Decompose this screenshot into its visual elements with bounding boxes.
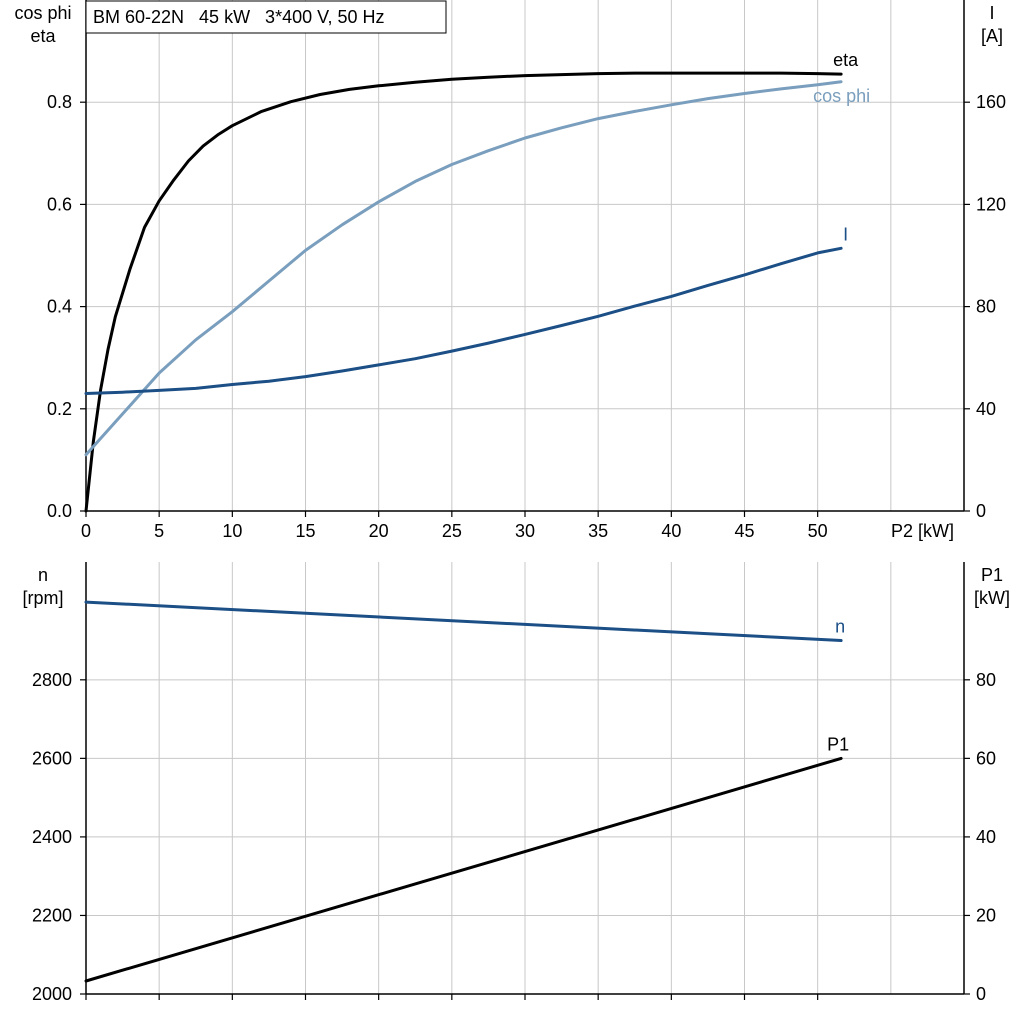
- right-axis-unit: [kW]: [974, 588, 1010, 608]
- right-axis-label: P1: [981, 565, 1003, 585]
- x-tick-label: 15: [295, 521, 315, 541]
- series-label-n: n: [835, 617, 845, 637]
- title-box: [85, 0, 447, 34]
- x-tick-label: 40: [661, 521, 681, 541]
- right-tick-label: 160: [976, 92, 1006, 112]
- left-tick-label: 2000: [32, 984, 72, 1004]
- x-tick-label: 0: [81, 521, 91, 541]
- right-tick-label: 0: [976, 984, 986, 1004]
- right-axis-label: I: [989, 3, 994, 23]
- left-tick-label: 0.2: [47, 399, 72, 419]
- x-tick-label: 35: [588, 521, 608, 541]
- left-tick-label: 2200: [32, 905, 72, 925]
- left-tick-label: 0.0: [47, 501, 72, 521]
- series-label-cos-phi: cos phi: [813, 86, 870, 106]
- left-tick-label: 0.4: [47, 297, 72, 317]
- left-tick-label: 0.6: [47, 194, 72, 214]
- right-tick-label: 40: [976, 399, 996, 419]
- right-tick-label: 40: [976, 827, 996, 847]
- chart-title: BM 60-22N 45 kW 3*400 V, 50 Hz: [93, 7, 384, 27]
- x-tick-label: 5: [154, 521, 164, 541]
- series-line-i: [84, 246, 843, 395]
- right-tick-label: 0: [976, 501, 986, 521]
- left-tick-label: 2800: [32, 670, 72, 690]
- series-line-cos-phi: [84, 80, 843, 457]
- right-tick-label: 80: [976, 297, 996, 317]
- right-tick-label: 80: [976, 670, 996, 690]
- right-tick-label: 60: [976, 748, 996, 768]
- right-tick-label: 120: [976, 194, 1006, 214]
- series-line-n: [84, 600, 843, 642]
- x-tick-label: 20: [369, 521, 389, 541]
- left-tick-label: 0.8: [47, 92, 72, 112]
- series-label-eta: eta: [833, 50, 859, 70]
- x-tick-label: 30: [515, 521, 535, 541]
- left-tick-label: 2400: [32, 827, 72, 847]
- left-tick-label: 2600: [32, 748, 72, 768]
- x-tick-label: 45: [734, 521, 754, 541]
- x-tick-label: 50: [808, 521, 828, 541]
- series-line-eta: [84, 71, 843, 513]
- left-axis-unit: eta: [30, 26, 56, 46]
- top-panel: 0.0 0.2 0.4 0.6 0.8 0 40 80 120 160 0 5 10 15 20 25 30 35…: [14, 0, 1006, 541]
- x-tick-label: 10: [222, 521, 242, 541]
- bottom-panel: 2000 2200 2400 2600 2800 0 20 40 60 80 n [rpm] P1 [kW…: [22, 562, 1010, 1004]
- left-axis-label: n: [38, 565, 48, 585]
- series-label-p1: P1: [827, 734, 849, 754]
- right-tick-label: 20: [976, 905, 996, 925]
- left-axis-label: cos phi: [14, 3, 71, 23]
- x-tick-label: 25: [442, 521, 462, 541]
- left-axis-unit: [rpm]: [22, 588, 63, 608]
- series-line-p1: [84, 756, 843, 983]
- right-axis-unit: [A]: [981, 26, 1003, 46]
- x-axis-label: P2 [kW]: [891, 521, 954, 541]
- series-label-i: I: [843, 224, 848, 244]
